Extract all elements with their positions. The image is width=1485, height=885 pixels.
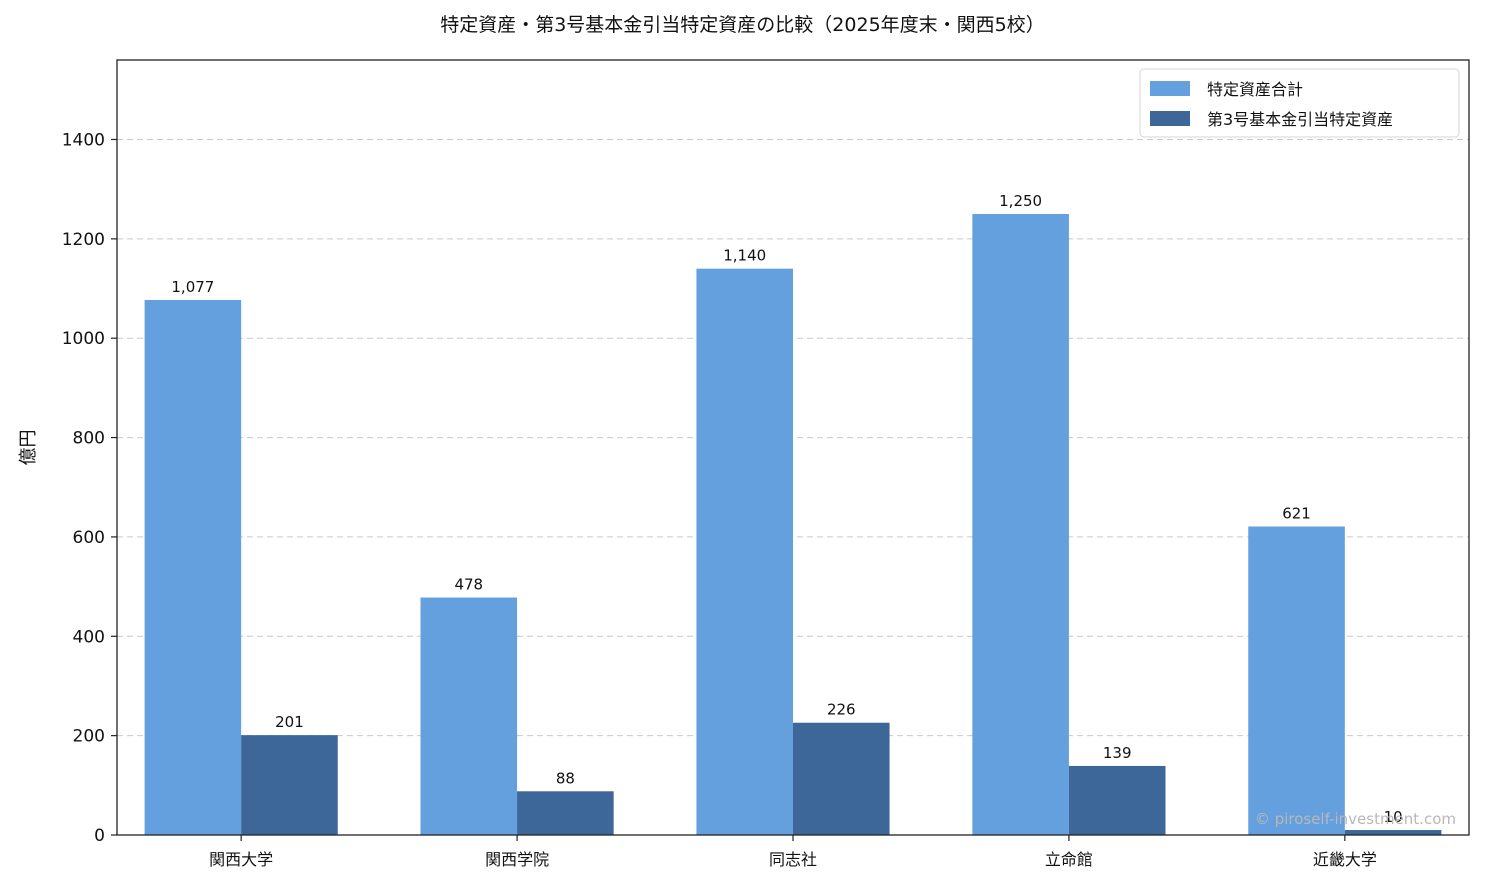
bar-reserve-3 bbox=[793, 722, 890, 835]
y-axis-title: 億円 bbox=[18, 430, 39, 466]
bars bbox=[144, 214, 1442, 836]
data-label: 621 bbox=[1282, 504, 1311, 522]
bar-total-1 bbox=[144, 299, 242, 836]
y-tick-label: 1200 bbox=[62, 230, 105, 250]
bar-reserve-5 bbox=[1344, 830, 1442, 835]
data-label: 88 bbox=[556, 769, 575, 787]
x-tick-label: 近畿大学 bbox=[1313, 850, 1377, 869]
legend-box bbox=[1139, 68, 1460, 138]
y-tick-label: 0 bbox=[94, 826, 105, 846]
legend-label: 特定資産合計 bbox=[1207, 80, 1303, 99]
data-label: 226 bbox=[827, 701, 856, 719]
data-label: 1,140 bbox=[723, 247, 766, 265]
data-label: 1,077 bbox=[171, 278, 214, 296]
bar-reserve-1 bbox=[241, 735, 338, 835]
x-tick-label: 関西大学 bbox=[209, 850, 273, 869]
bar-total-2 bbox=[420, 597, 518, 835]
bar-reserve-4 bbox=[1068, 765, 1166, 835]
data-label: 1,250 bbox=[999, 192, 1042, 210]
y-tick-label: 1000 bbox=[62, 329, 105, 349]
x-axis: 関西大学 関西学院 同志社 立命館 近畿大学 bbox=[209, 835, 1377, 869]
watermark: © piroself-investment.com bbox=[1255, 810, 1456, 828]
data-label: 478 bbox=[454, 576, 483, 594]
x-tick-label: 立命館 bbox=[1045, 850, 1093, 869]
bar-total-5 bbox=[1248, 526, 1345, 835]
data-labels: 1,077 201 478 88 1,140 226 1,250 139 621 10 bbox=[171, 192, 1402, 826]
data-label: 201 bbox=[275, 713, 304, 731]
bar-total-3 bbox=[696, 268, 793, 836]
y-tick-label: 600 bbox=[73, 528, 105, 548]
legend-swatch bbox=[1150, 81, 1190, 96]
y-tick-label: 400 bbox=[73, 627, 105, 647]
data-label: 139 bbox=[1103, 744, 1132, 762]
x-tick-label: 同志社 bbox=[769, 850, 817, 869]
data-label: 10 bbox=[1384, 808, 1403, 826]
bar-reserve-2 bbox=[517, 791, 614, 835]
y-tick-label: 800 bbox=[73, 429, 105, 449]
x-tick-label: 関西学院 bbox=[485, 850, 549, 869]
y-axis: 0 200 400 600 800 1000 1200 1400 bbox=[62, 130, 117, 846]
legend-swatch bbox=[1150, 111, 1190, 126]
bar-total-4 bbox=[972, 214, 1069, 835]
chart-title: 特定資産・第3号基本金引当特定資産の比較（2025年度末・関西5校） bbox=[440, 14, 1045, 36]
y-tick-label: 200 bbox=[73, 727, 105, 747]
legend-label: 第3号基本金引当特定資産 bbox=[1207, 110, 1393, 129]
y-tick-label: 1400 bbox=[62, 130, 105, 150]
